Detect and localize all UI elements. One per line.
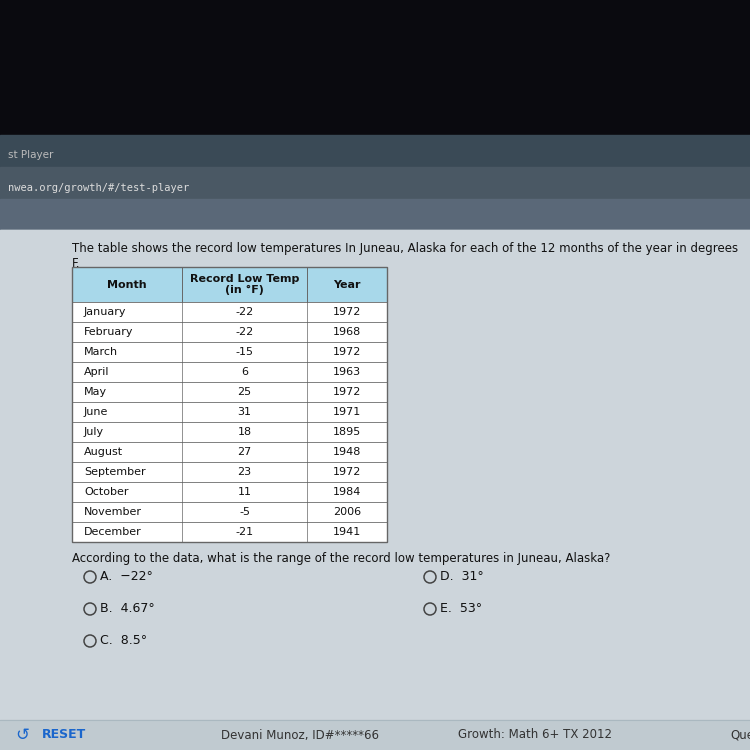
Text: -15: -15 <box>236 347 254 357</box>
Text: September: September <box>84 467 146 477</box>
Bar <box>0 230 750 720</box>
Bar <box>72 382 387 402</box>
Bar <box>0 167 750 202</box>
Text: April: April <box>84 367 110 377</box>
Text: 1984: 1984 <box>333 487 362 497</box>
Text: 6: 6 <box>241 367 248 377</box>
Text: 27: 27 <box>237 447 251 457</box>
Text: 1895: 1895 <box>333 427 362 437</box>
Text: December: December <box>84 527 142 537</box>
Text: D.  31°: D. 31° <box>440 571 484 584</box>
Text: 31: 31 <box>238 407 251 417</box>
Text: -22: -22 <box>236 327 254 337</box>
Text: -21: -21 <box>236 527 254 537</box>
Bar <box>72 302 387 322</box>
Text: 1968: 1968 <box>333 327 362 337</box>
Bar <box>72 342 387 362</box>
Text: E.  53°: E. 53° <box>440 602 482 616</box>
Bar <box>72 322 387 342</box>
Text: February: February <box>84 327 134 337</box>
Text: August: August <box>84 447 123 457</box>
Text: 1941: 1941 <box>333 527 362 537</box>
Bar <box>0 135 750 170</box>
Text: B.  4.67°: B. 4.67° <box>100 602 154 616</box>
Text: Ques: Ques <box>730 728 750 742</box>
Text: 1972: 1972 <box>333 387 362 397</box>
Bar <box>72 362 387 382</box>
Text: Growth: Math 6+ TX 2012: Growth: Math 6+ TX 2012 <box>458 728 612 742</box>
Bar <box>0 0 750 140</box>
Bar <box>72 522 387 542</box>
Text: May: May <box>84 387 107 397</box>
Bar <box>72 422 387 442</box>
Text: According to the data, what is the range of the record low temperatures in Junea: According to the data, what is the range… <box>72 552 610 565</box>
Text: November: November <box>84 507 142 517</box>
Text: Record Low Temp
(in °F): Record Low Temp (in °F) <box>190 274 299 296</box>
Text: ↺: ↺ <box>15 726 29 744</box>
Bar <box>72 267 387 302</box>
Text: March: March <box>84 347 118 357</box>
Text: The table shows the record low temperatures In Juneau, Alaska for each of the 12: The table shows the record low temperatu… <box>72 242 738 270</box>
Text: C.  8.5°: C. 8.5° <box>100 634 147 647</box>
Bar <box>72 402 387 422</box>
Text: October: October <box>84 487 128 497</box>
Text: -5: -5 <box>239 507 250 517</box>
Bar <box>72 267 387 542</box>
Bar <box>0 199 750 234</box>
Bar <box>72 482 387 502</box>
Bar <box>72 502 387 522</box>
Text: 25: 25 <box>238 387 251 397</box>
Text: 1972: 1972 <box>333 307 362 317</box>
Text: 1963: 1963 <box>333 367 361 377</box>
Text: -22: -22 <box>236 307 254 317</box>
Text: Month: Month <box>107 280 147 290</box>
Text: 1972: 1972 <box>333 347 362 357</box>
Text: 23: 23 <box>238 467 251 477</box>
Bar <box>0 720 750 750</box>
Bar <box>0 230 750 720</box>
Text: st Player: st Player <box>8 150 53 160</box>
Text: RESET: RESET <box>42 728 86 742</box>
Text: Year: Year <box>333 280 361 290</box>
Text: 1972: 1972 <box>333 467 362 477</box>
Text: July: July <box>84 427 104 437</box>
Text: 1971: 1971 <box>333 407 362 417</box>
Text: A.  −22°: A. −22° <box>100 571 153 584</box>
Text: June: June <box>84 407 108 417</box>
Text: 2006: 2006 <box>333 507 361 517</box>
Text: Devani Munoz, ID#*****66: Devani Munoz, ID#*****66 <box>221 728 379 742</box>
Text: 11: 11 <box>238 487 251 497</box>
Bar <box>72 462 387 482</box>
Text: 18: 18 <box>238 427 251 437</box>
Bar <box>72 442 387 462</box>
Text: 1948: 1948 <box>333 447 362 457</box>
Text: January: January <box>84 307 127 317</box>
Text: nwea.org/growth/#/test-player: nwea.org/growth/#/test-player <box>8 183 189 193</box>
